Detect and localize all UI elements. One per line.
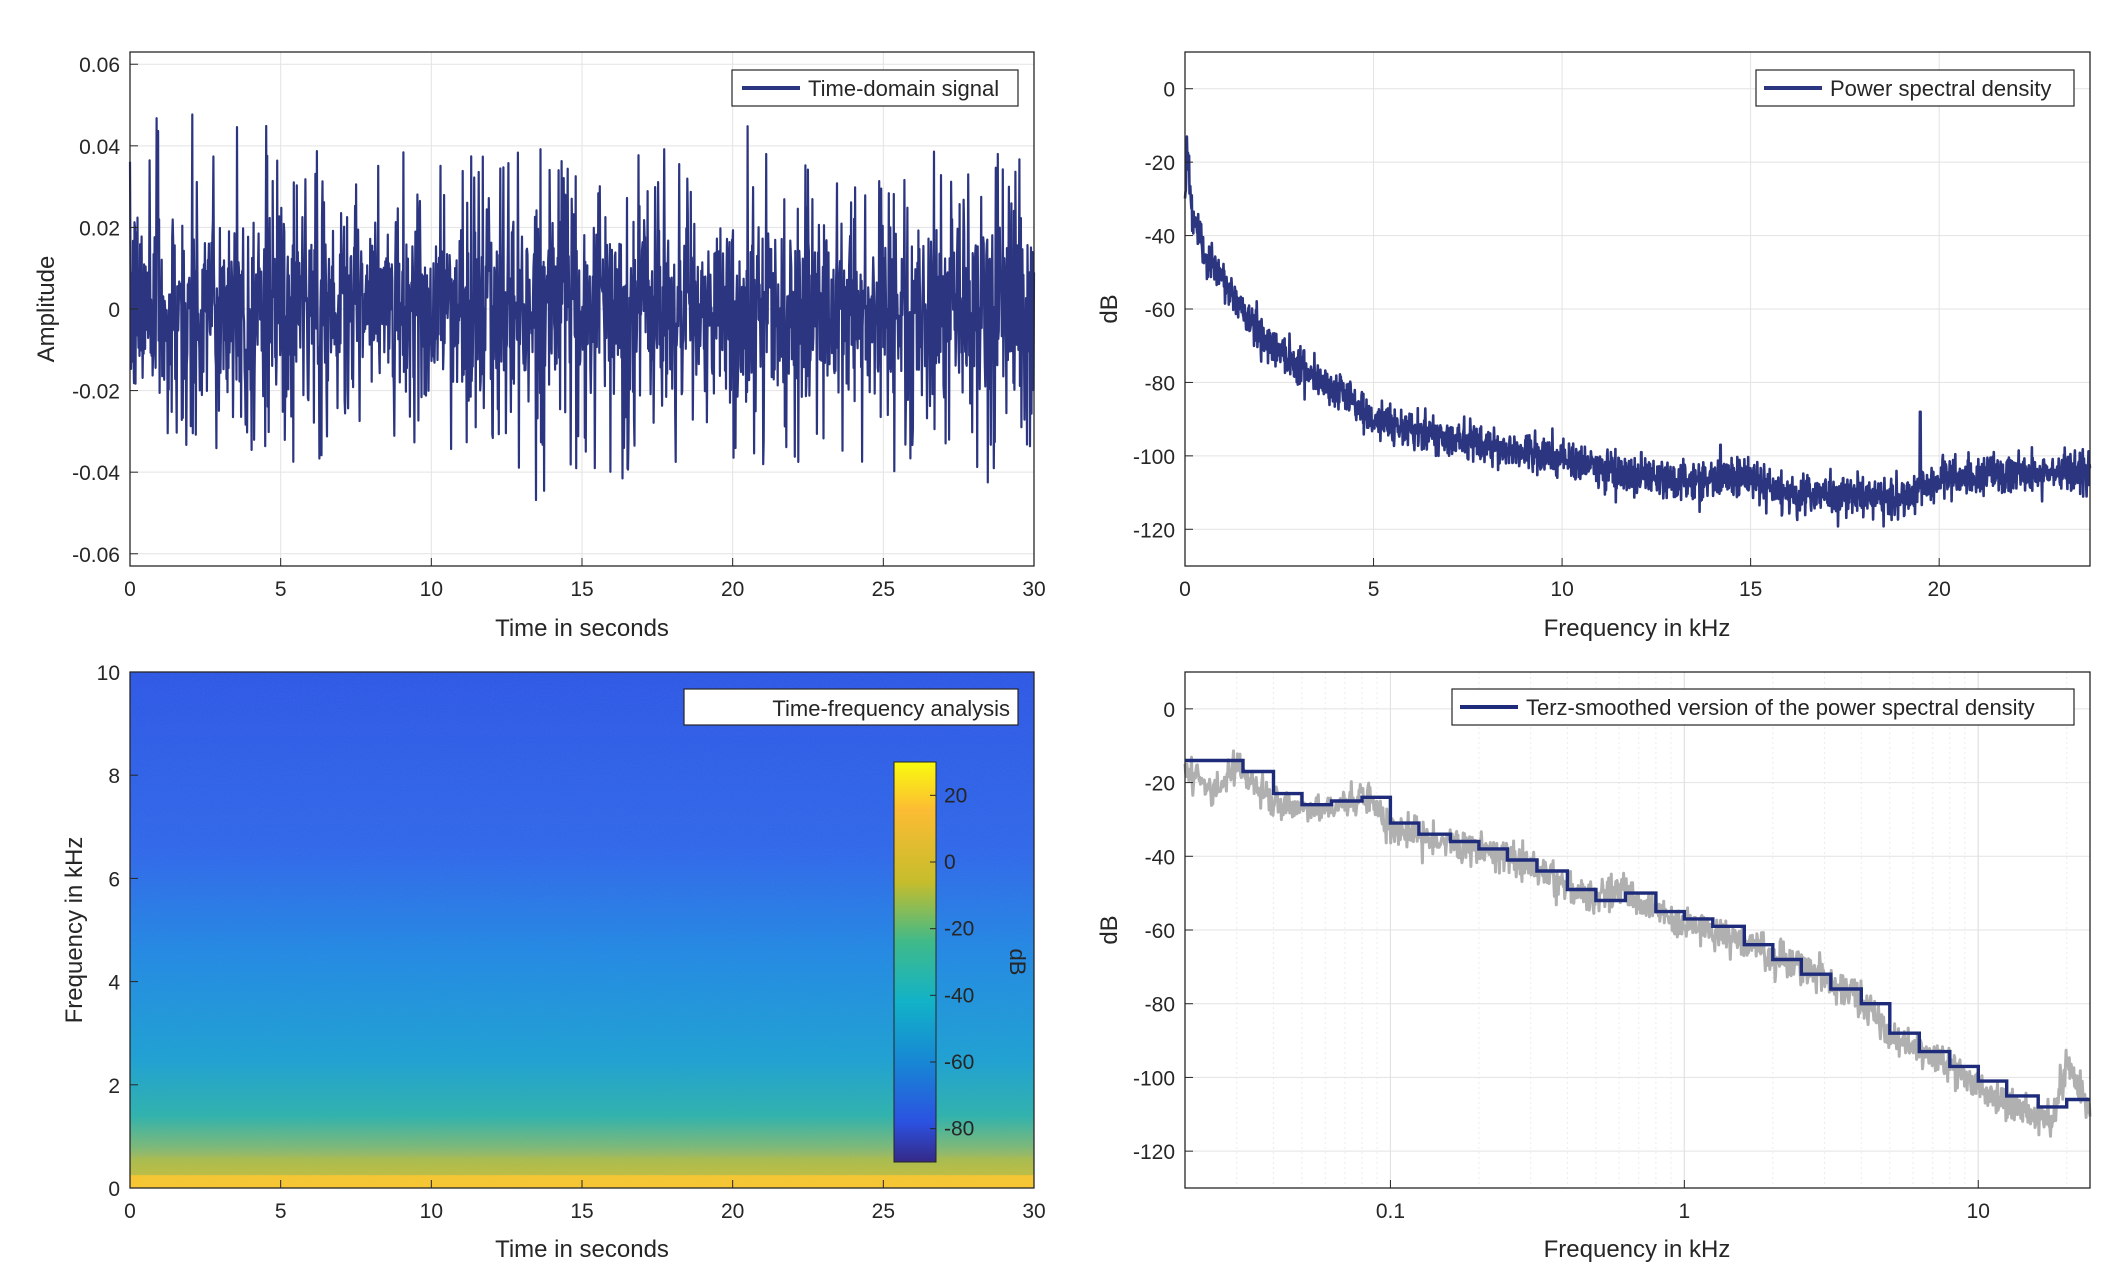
colorbar-tick-label: -20 [944, 918, 974, 941]
y-tick-label: -0.04 [72, 462, 120, 485]
legend-label: Terz-smoothed version of the power spect… [1526, 695, 2035, 720]
y-tick-label: -120 [1133, 1141, 1175, 1164]
legend: Terz-smoothed version of the power spect… [1451, 688, 2075, 726]
legend: Power spectral density [1755, 69, 2075, 107]
tick-labels: 0 5 10 15 20 25 30 -0.06 -0.04 -0.02 0 0.02 0.04 0.06 [72, 54, 1046, 601]
x-tick-label: 10 [420, 578, 443, 601]
colorbar-ticks: 20 0 -20 -40 -60 -80 [930, 784, 974, 1141]
y-tick-label: 4 [108, 972, 120, 995]
y-tick-label: 0 [1163, 79, 1175, 102]
x-tick-label: 1 [1678, 1200, 1690, 1223]
x-tick-label: 10 [420, 1200, 443, 1223]
x-tick-label: 0 [124, 578, 136, 601]
panel-terz-psd: 0.1 1 10 -120 -100 -80 -60 -40 -20 0 Frequency in… [1096, 671, 2092, 1263]
y-tick-label: -20 [1145, 152, 1175, 175]
y-tick-label: -80 [1145, 994, 1175, 1017]
y-tick-label: -60 [1145, 920, 1175, 943]
y-axis-label: dB [1096, 294, 1123, 323]
low-frequency-band [130, 1157, 1034, 1176]
panel-spectrogram: 0 5 10 15 20 25 30 0 2 4 6 8 10 Time in seconds Freq… [61, 662, 1046, 1263]
signal-line [128, 113, 1036, 502]
y-tick-label: -40 [1145, 846, 1175, 869]
y-tick-label: -20 [1145, 773, 1175, 796]
y-tick-label: -0.02 [72, 381, 120, 404]
panel-psd: 0 5 10 15 20 -120 -100 -80 -60 -40 -20 0 Frequency … [1096, 51, 2092, 642]
y-tick-label: -40 [1145, 226, 1175, 249]
colorbar-gradient [893, 761, 937, 1163]
x-tick-label: 15 [570, 578, 593, 601]
x-axis-label: Time in seconds [495, 1236, 669, 1263]
colorbar: 20 0 -20 -40 -60 -80 dB [893, 761, 1030, 1163]
colorbar-tick-label: 0 [944, 851, 956, 874]
x-tick-label: 30 [1022, 1200, 1045, 1223]
smoothed-trace [1185, 758, 2090, 1109]
y-tick-label: 0.02 [79, 217, 120, 240]
x-tick-label: 0 [1179, 578, 1191, 601]
x-axis-label: Frequency in kHz [1544, 1236, 1731, 1263]
x-tick-label: 5 [275, 578, 287, 601]
x-tick-label: 25 [872, 578, 895, 601]
legend-box [683, 688, 1019, 726]
x-tick-label: 5 [1368, 578, 1380, 601]
y-tick-label: -120 [1133, 519, 1175, 542]
x-tick-label: 20 [721, 578, 744, 601]
psd-trace [1183, 135, 2092, 528]
x-tick-label: 20 [1927, 578, 1950, 601]
y-axis-label: Amplitude [33, 256, 60, 363]
x-tick-label: 0 [124, 1200, 136, 1223]
colorbar-label: dB [1005, 949, 1030, 976]
x-tick-label: 10 [1550, 578, 1573, 601]
y-tick-label: 0.06 [79, 54, 120, 77]
y-tick-label: 10 [97, 662, 120, 685]
y-tick-label: 6 [108, 868, 120, 891]
x-tick-label: 10 [1967, 1200, 1990, 1223]
colorbar-tick-label: -80 [944, 1118, 974, 1141]
x-axis-label: Frequency in kHz [1544, 615, 1731, 642]
y-tick-label: -100 [1133, 446, 1175, 469]
legend: Time-domain signal [731, 69, 1019, 107]
y-tick-label: -60 [1145, 299, 1175, 322]
x-tick-label: 30 [1022, 578, 1045, 601]
psd-line [1183, 135, 2092, 528]
colorbar-tick-label: -60 [944, 1051, 974, 1074]
smoothed-line [1185, 758, 2090, 1109]
y-tick-label: 0 [108, 1178, 120, 1201]
colorbar-tick-label: -40 [944, 984, 974, 1007]
y-tick-label: 0 [108, 299, 120, 322]
legend-label: Power spectral density [1830, 76, 2051, 101]
panel-time-domain: 0 5 10 15 20 25 30 -0.06 -0.04 -0.02 0 0.02 0.04 0.06… [33, 51, 1046, 642]
tick-labels: 0 5 10 15 20 -120 -100 -80 -60 -40 -20 0 [1133, 79, 1951, 601]
y-tick-label: 0.04 [79, 136, 120, 159]
legend-label: Time-frequency analysis [772, 696, 1010, 721]
tick-labels: 0 5 10 15 20 25 30 0 2 4 6 8 10 [97, 662, 1046, 1223]
y-tick-label: 8 [108, 765, 120, 788]
x-tick-label: 5 [275, 1200, 287, 1223]
signal-trace [128, 113, 1036, 502]
spectrogram-texture [130, 672, 1034, 1188]
y-tick-label: -80 [1145, 372, 1175, 395]
legend-box [1451, 688, 2075, 726]
x-tick-label: 15 [570, 1200, 593, 1223]
x-tick-label: 15 [1739, 578, 1762, 601]
x-tick-label: 25 [872, 1200, 895, 1223]
tick-labels: 0.1 1 10 -120 -100 -80 -60 -40 -20 0 [1133, 699, 1990, 1223]
y-axis-label: Frequency in kHz [61, 837, 88, 1024]
x-tick-label: 20 [721, 1200, 744, 1223]
legend: Time-frequency analysis [683, 688, 1019, 726]
x-axis-label: Time in seconds [495, 615, 669, 642]
y-tick-label: 2 [108, 1075, 120, 1098]
y-axis-label: dB [1096, 915, 1123, 944]
x-tick-label: 0.1 [1376, 1200, 1405, 1223]
y-tick-label: -100 [1133, 1067, 1175, 1090]
y-tick-label: 0 [1163, 699, 1175, 722]
legend-label: Time-domain signal [808, 76, 999, 101]
colorbar-tick-label: 20 [944, 784, 967, 807]
y-tick-label: -0.06 [72, 544, 120, 567]
